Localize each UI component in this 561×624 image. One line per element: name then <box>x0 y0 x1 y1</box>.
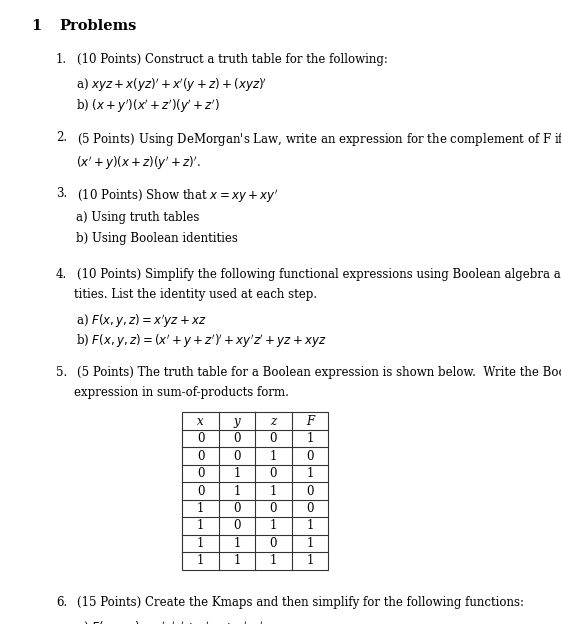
Text: a) $F(x, y, z) = x^{\prime}yz + xz$: a) $F(x, y, z) = x^{\prime}yz + xz$ <box>76 312 206 329</box>
Bar <box>182 412 328 570</box>
Text: 0: 0 <box>233 432 241 445</box>
Text: 0: 0 <box>270 537 277 550</box>
Text: 1: 1 <box>197 555 204 567</box>
Text: z: z <box>270 415 277 427</box>
Text: 2.: 2. <box>56 130 67 144</box>
Text: 1: 1 <box>197 537 204 550</box>
Text: 1: 1 <box>197 520 204 532</box>
Text: 1: 1 <box>233 555 241 567</box>
Text: 0: 0 <box>197 432 204 445</box>
Text: (10 Points) Construct a truth table for the following:: (10 Points) Construct a truth table for … <box>77 53 388 66</box>
Text: 0: 0 <box>233 502 241 515</box>
Text: 1: 1 <box>306 432 314 445</box>
Text: Problems: Problems <box>59 19 136 32</box>
Text: $(x^{\prime} + y)(x + z)(y^{\prime} + z)^{\prime}$.: $(x^{\prime} + y)(x + z)(y^{\prime} + z)… <box>76 154 200 172</box>
Text: 6.: 6. <box>56 596 67 609</box>
Text: b) $(x + y^{\prime})(x^{\prime} + z^{\prime})(y^{\prime} + z^{\prime})$: b) $(x + y^{\prime})(x^{\prime} + z^{\pr… <box>76 97 219 115</box>
Text: (5 Points) Using DeMorgan's Law, write an expression for the complement of F if : (5 Points) Using DeMorgan's Law, write a… <box>77 130 561 148</box>
Text: 1.: 1. <box>56 53 67 66</box>
Text: 1: 1 <box>270 555 277 567</box>
Text: 0: 0 <box>233 450 241 462</box>
Text: b) $F(x, y, z) = (x^{\prime} + y + z^{\prime})^{\prime} + xy^{\prime}z^{\prime} : b) $F(x, y, z) = (x^{\prime} + y + z^{\p… <box>76 333 327 351</box>
Text: tities. List the identity used at each step.: tities. List the identity used at each s… <box>74 288 317 301</box>
Text: 0: 0 <box>306 485 314 497</box>
Text: y: y <box>234 415 240 427</box>
Text: 1: 1 <box>197 502 204 515</box>
Text: 1: 1 <box>306 520 314 532</box>
Text: a) Using truth tables: a) Using truth tables <box>76 211 199 224</box>
Text: 1: 1 <box>306 537 314 550</box>
Text: 0: 0 <box>197 450 204 462</box>
Text: 4.: 4. <box>56 268 67 281</box>
Text: 1: 1 <box>270 520 277 532</box>
Text: 1: 1 <box>233 537 241 550</box>
Text: 0: 0 <box>197 467 204 480</box>
Text: 3.: 3. <box>56 187 67 200</box>
Text: 1: 1 <box>233 467 241 480</box>
Text: 1: 1 <box>31 19 41 32</box>
Text: 0: 0 <box>233 520 241 532</box>
Text: b) Using Boolean identities: b) Using Boolean identities <box>76 232 238 245</box>
Text: (10 Points) Show that $x = xy + xy^{\prime}$: (10 Points) Show that $x = xy + xy^{\pri… <box>77 187 279 205</box>
Text: x: x <box>197 415 204 427</box>
Text: 1: 1 <box>306 555 314 567</box>
Text: 0: 0 <box>306 502 314 515</box>
Text: 5.: 5. <box>56 366 67 379</box>
Text: 1: 1 <box>270 450 277 462</box>
Text: (15 Points) Create the Kmaps and then simplify for the following functions:: (15 Points) Create the Kmaps and then si… <box>77 596 525 609</box>
Text: (5 Points) The truth table for a Boolean expression is shown below.  Write the B: (5 Points) The truth table for a Boolean… <box>77 366 561 379</box>
Text: 0: 0 <box>197 485 204 497</box>
Text: 1: 1 <box>233 485 241 497</box>
Text: 0: 0 <box>270 432 277 445</box>
Text: F: F <box>306 415 314 427</box>
Text: expression in sum-of-products form.: expression in sum-of-products form. <box>74 386 289 399</box>
Text: a) $F(x, y, z) = x^{\prime}y^{\prime}z^{\prime} + x^{\prime}yz + x^{\prime}yz^{\: a) $F(x, y, z) = x^{\prime}y^{\prime}z^{… <box>76 620 263 624</box>
Text: 0: 0 <box>270 467 277 480</box>
Text: 0: 0 <box>306 450 314 462</box>
Text: a) $xyz + x(yz)^{\prime} + x^{\prime}(y + z) + (xyz)^{\prime}$: a) $xyz + x(yz)^{\prime} + x^{\prime}(y … <box>76 77 267 94</box>
Text: 1: 1 <box>270 485 277 497</box>
Text: 0: 0 <box>270 502 277 515</box>
Text: (10 Points) Simplify the following functional expressions using Boolean algebra : (10 Points) Simplify the following funct… <box>77 268 561 281</box>
Text: 1: 1 <box>306 467 314 480</box>
